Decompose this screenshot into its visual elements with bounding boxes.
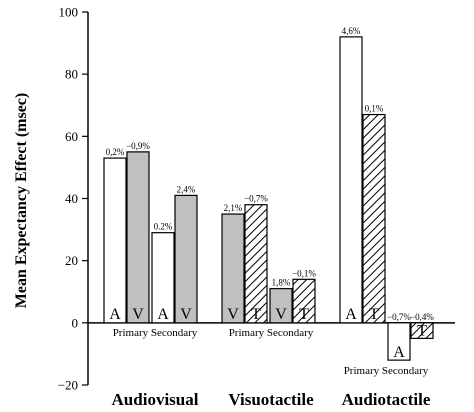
bar-audiotactile-primary-t xyxy=(362,113,386,324)
y-tick-label: 100 xyxy=(59,5,79,20)
group-label: Audiovisual xyxy=(112,390,199,409)
bar-audiovisual-secondary-v xyxy=(174,194,198,324)
bar-audiotactile-secondary-t xyxy=(410,322,434,339)
bar-visuotactile-secondary-t xyxy=(292,278,316,324)
bar-pct-label: 1,8% xyxy=(272,278,291,288)
bar-modality-label: V xyxy=(180,306,192,323)
bar-pct-label: 2,1% xyxy=(224,203,243,213)
bar-pct-label: −0,9% xyxy=(126,141,150,151)
bar-audiotactile-primary-a xyxy=(339,36,363,324)
group-label: Visuotactile xyxy=(228,390,314,409)
bar-audiovisual-primary-v xyxy=(126,151,150,324)
y-tick-label: 40 xyxy=(65,191,78,206)
bar-pct-label: 2,4% xyxy=(177,184,196,194)
group-sublabel: Primary Secondary xyxy=(229,327,314,339)
bar-pct-label: 0,1% xyxy=(365,104,384,114)
bar-modality-label: T xyxy=(299,306,309,323)
bar-visuotactile-primary-t xyxy=(244,204,268,324)
bar-pct-label: −0,1% xyxy=(292,268,316,278)
bar-pct-label: 0.2% xyxy=(154,222,173,232)
y-axis-title: Mean Expectancy Effect (msec) xyxy=(13,93,30,308)
bar-audiotactile-secondary-a xyxy=(387,322,411,361)
bar-pct-label: 4,6% xyxy=(342,26,361,36)
group-sublabel: Primary Secondary xyxy=(113,327,198,339)
y-tick-label: −20 xyxy=(58,378,78,393)
labels: 0,2% A −0,9% V 0.2% A 2,4% V Primary Secondary Au… xyxy=(106,26,435,409)
bar-modality-label: T xyxy=(251,306,261,323)
bar-modality-label: A xyxy=(157,306,169,323)
bar-modality-label: V xyxy=(227,306,239,323)
bar-audiovisual-secondary-a xyxy=(151,232,175,324)
bar-pct-label: −0,7% xyxy=(244,194,268,204)
bar-pct-label: 0,2% xyxy=(106,147,125,157)
bars xyxy=(103,36,434,361)
bar-modality-label: A xyxy=(109,306,121,323)
bar-visuotactile-secondary-v xyxy=(269,288,293,324)
bar-pct-label: −0,7% xyxy=(387,312,411,322)
bar-modality-label: V xyxy=(132,306,144,323)
group-label: Audiotactile xyxy=(342,390,431,409)
y-tick-label: 80 xyxy=(65,67,78,82)
y-tick-label: 20 xyxy=(65,253,78,268)
bar-visuotactile-primary-v xyxy=(221,213,245,324)
y-tick-label: 60 xyxy=(65,129,78,144)
bar-pct-label: −0,4% xyxy=(410,312,434,322)
bar-modality-label: V xyxy=(275,306,287,323)
y-tick-label: 0 xyxy=(72,315,79,330)
bar-modality-label: A xyxy=(393,344,405,361)
group-sublabel: Primary Secondary xyxy=(344,365,429,377)
bar-modality-label: T xyxy=(417,322,427,339)
bar-audiovisual-primary-a xyxy=(103,157,127,324)
bar-modality-label: A xyxy=(345,306,357,323)
bar-modality-label: T xyxy=(369,306,379,323)
